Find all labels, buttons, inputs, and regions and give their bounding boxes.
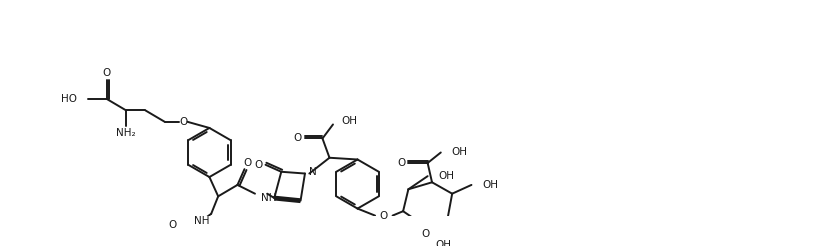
Text: O: O xyxy=(380,211,388,221)
Text: OH: OH xyxy=(342,116,358,126)
Text: NH: NH xyxy=(194,216,210,226)
Text: OH: OH xyxy=(482,180,498,190)
Text: OH: OH xyxy=(436,240,451,246)
Text: OH: OH xyxy=(451,148,467,157)
Text: N: N xyxy=(309,167,317,177)
Text: O: O xyxy=(397,158,405,168)
Text: NH: NH xyxy=(261,193,277,203)
Text: O: O xyxy=(421,229,429,239)
Text: O: O xyxy=(169,220,176,230)
Text: O: O xyxy=(179,117,187,127)
Text: OH: OH xyxy=(438,171,454,181)
Text: O: O xyxy=(293,134,302,143)
Text: HO: HO xyxy=(61,94,77,104)
Text: O: O xyxy=(244,158,252,168)
Text: NH₂: NH₂ xyxy=(116,128,136,138)
Text: O: O xyxy=(103,68,111,78)
Text: O: O xyxy=(254,160,263,170)
